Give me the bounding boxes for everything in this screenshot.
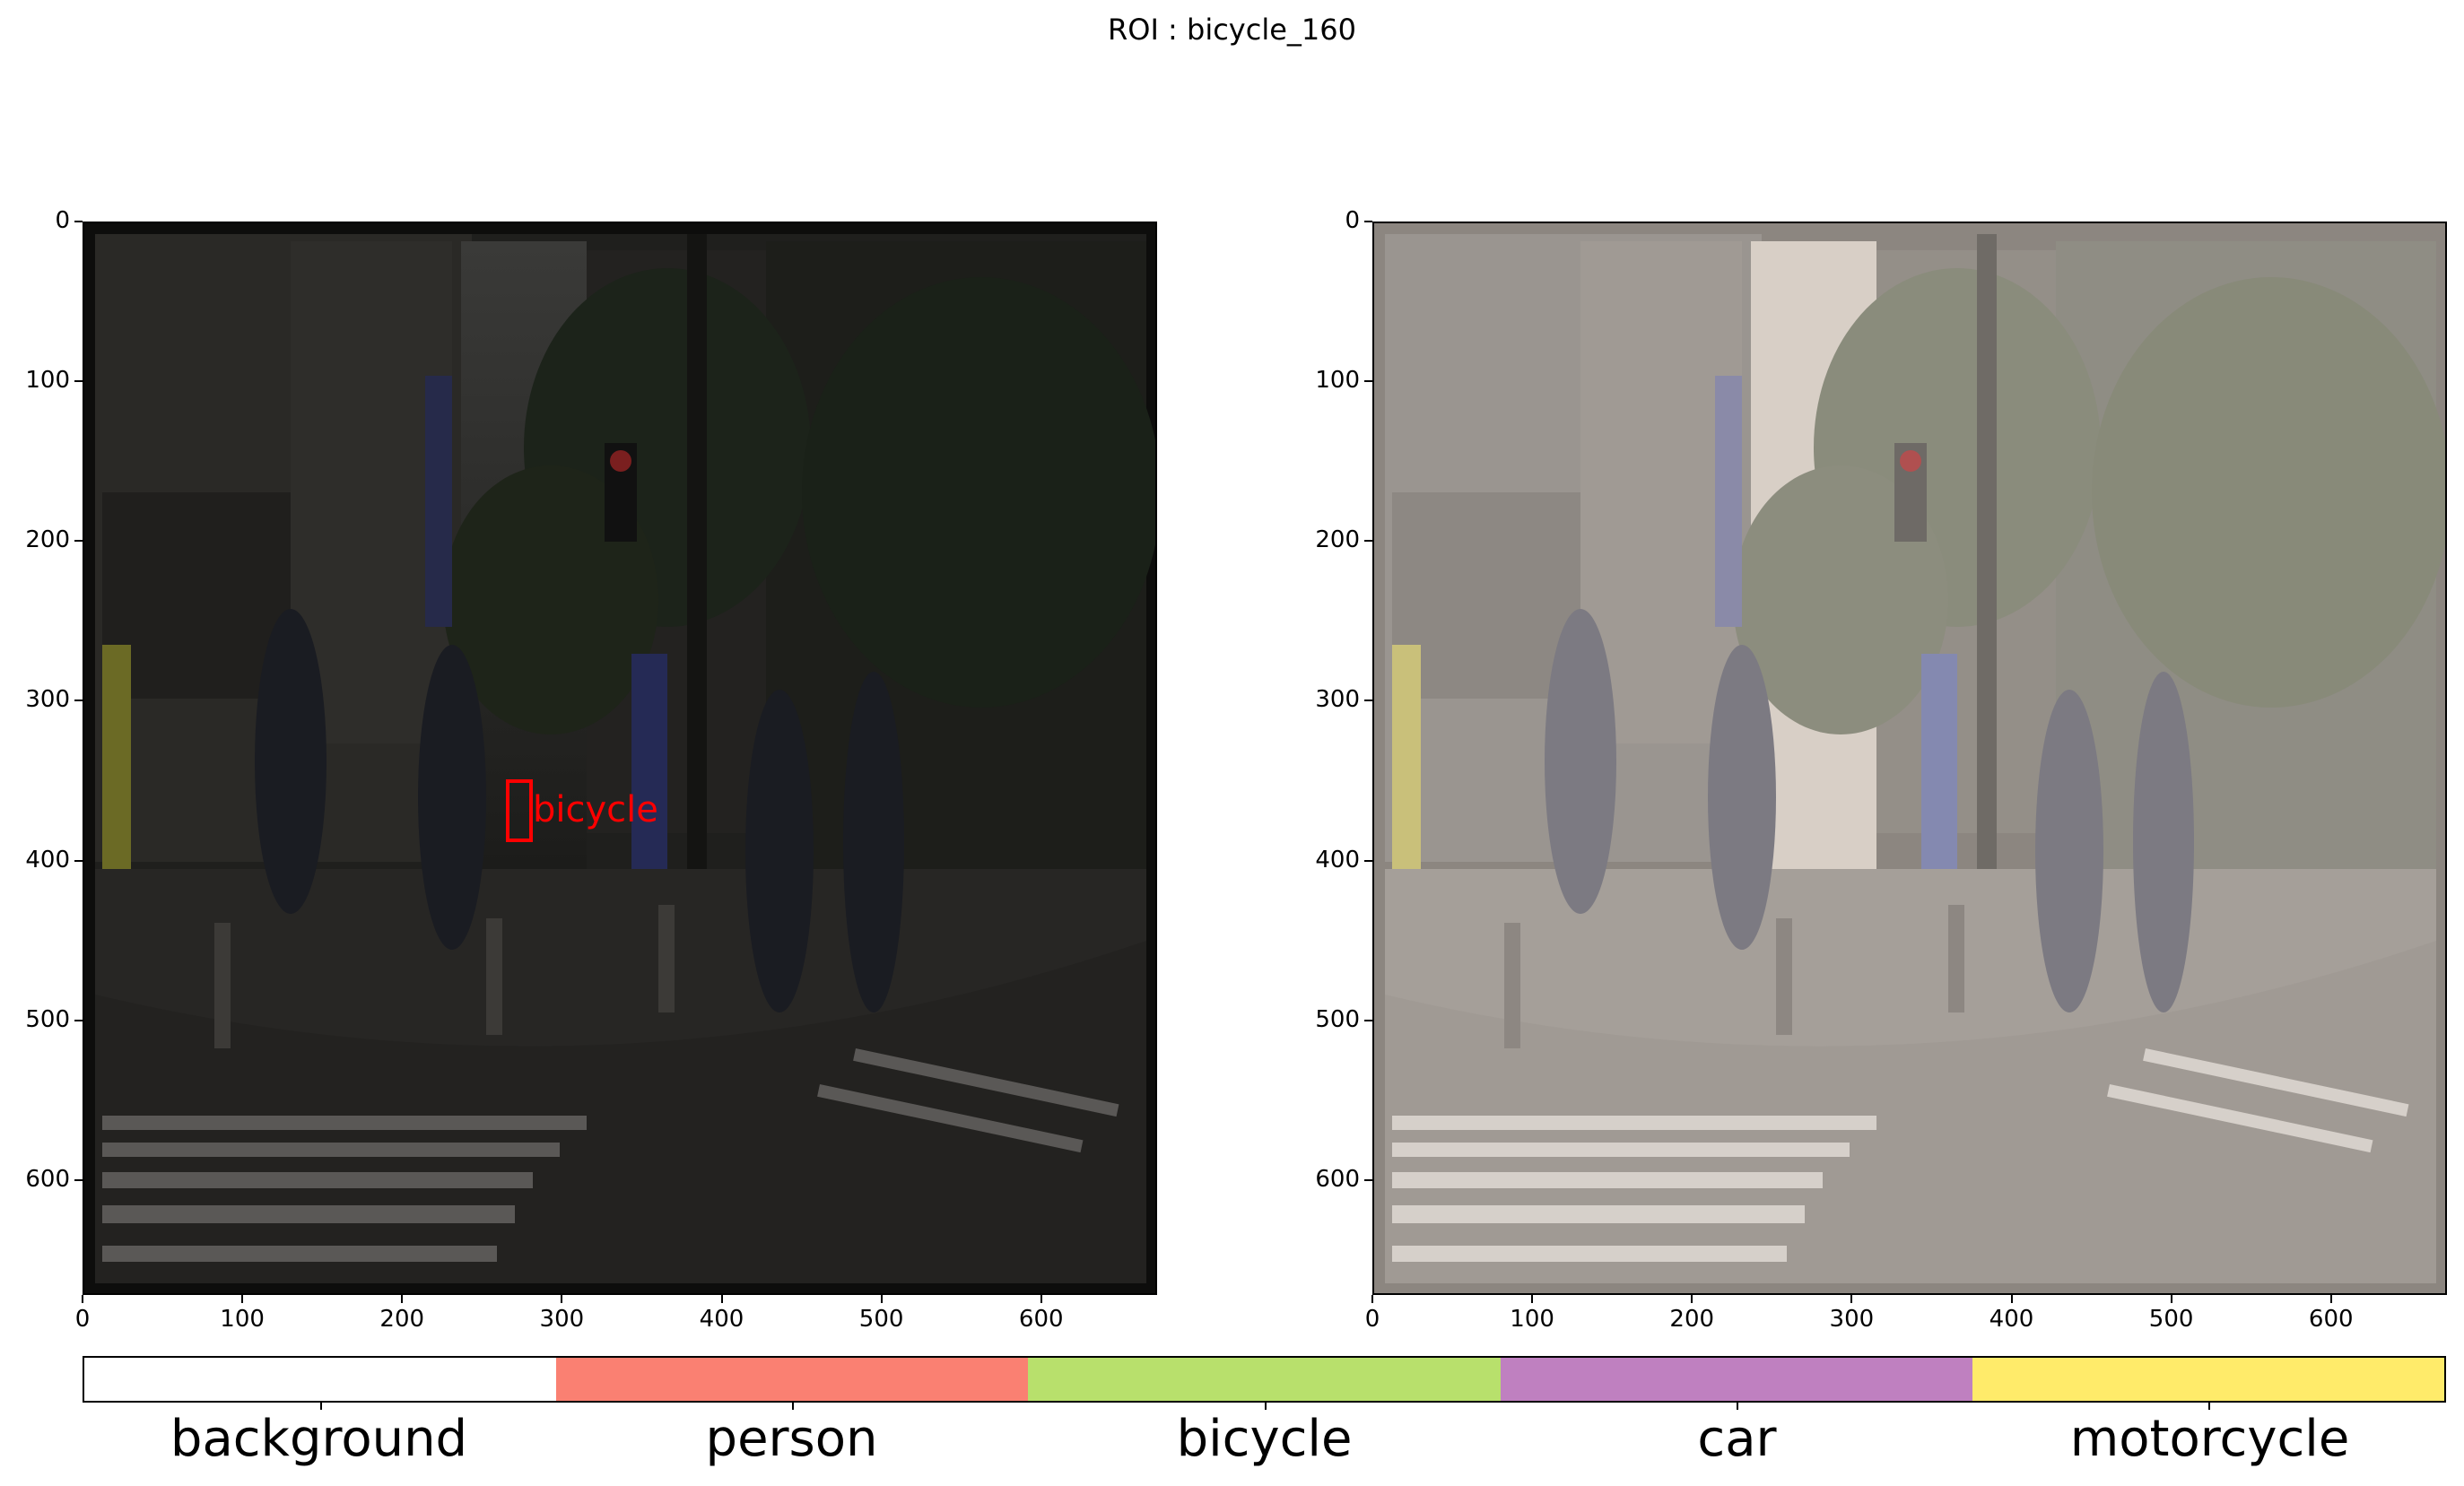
class-colorbar bbox=[83, 1356, 2446, 1410]
left-xtick-mark bbox=[880, 1295, 883, 1303]
right-ytick-label: 400 bbox=[1315, 846, 1360, 873]
right-xtick-label: 600 bbox=[2308, 1306, 2354, 1333]
right-xtick-mark bbox=[2170, 1295, 2172, 1303]
right-xtick-mark bbox=[1691, 1295, 1693, 1303]
right-ytick-label: 100 bbox=[1315, 367, 1360, 395]
left-xtick-label: 600 bbox=[1018, 1306, 1064, 1333]
left-ytick-label: 500 bbox=[25, 1005, 70, 1033]
colorbar-segment-motorcycle bbox=[1972, 1358, 2445, 1410]
left-xtick-label: 200 bbox=[379, 1306, 425, 1333]
left-ytick-label: 400 bbox=[25, 846, 70, 873]
right-xtick-label: 200 bbox=[1669, 1306, 1715, 1333]
right-ytick-mark bbox=[1364, 540, 1372, 543]
left-ytick-mark bbox=[74, 540, 83, 543]
left-xtick-label: 0 bbox=[74, 1306, 91, 1333]
left-ytick-mark bbox=[74, 1178, 83, 1181]
right-ytick-label: 200 bbox=[1315, 526, 1360, 554]
colorbar-label-motorcycle: motorcycle bbox=[2069, 1410, 2350, 1468]
left-ytick-label: 300 bbox=[25, 686, 70, 714]
right-xtick-mark bbox=[2010, 1295, 2013, 1303]
left-ytick-label: 200 bbox=[25, 526, 70, 554]
left-ytick-label: 100 bbox=[25, 367, 70, 395]
street-scene-dark: bicycle bbox=[84, 223, 1155, 1293]
left-ytick-label: 600 bbox=[25, 1165, 70, 1193]
colorbar-label-bicycle: bicycle bbox=[1176, 1410, 1353, 1468]
right-ytick-label: 300 bbox=[1315, 686, 1360, 714]
left-image-panel: bicycle bbox=[83, 222, 1157, 1295]
left-xtick-mark bbox=[1040, 1295, 1042, 1303]
colorbar-label-person: person bbox=[705, 1410, 878, 1468]
right-ytick-mark bbox=[1364, 380, 1372, 383]
left-xtick-label: 500 bbox=[858, 1306, 904, 1333]
colorbar-segment-person bbox=[556, 1358, 1029, 1410]
left-xtick-label: 100 bbox=[220, 1306, 265, 1333]
left-ytick-label: 0 bbox=[55, 207, 70, 234]
right-ytick-mark bbox=[1364, 1019, 1372, 1021]
colorbar-segment-car bbox=[1500, 1358, 1972, 1410]
left-xtick-mark bbox=[401, 1295, 404, 1303]
left-xtick-mark bbox=[241, 1295, 244, 1303]
colorbar-label-car: car bbox=[1697, 1410, 1777, 1468]
right-xtick-label: 0 bbox=[1364, 1306, 1380, 1333]
right-ytick-label: 600 bbox=[1315, 1165, 1360, 1193]
left-ytick-mark bbox=[74, 700, 83, 702]
left-xtick-label: 300 bbox=[539, 1306, 585, 1333]
left-xtick-mark bbox=[561, 1295, 563, 1303]
right-xtick-mark bbox=[1850, 1295, 1853, 1303]
left-xtick-label: 400 bbox=[699, 1306, 744, 1333]
right-xtick-mark bbox=[2329, 1295, 2332, 1303]
right-ytick-label: 0 bbox=[1345, 207, 1360, 234]
left-xtick-mark bbox=[82, 1295, 83, 1303]
bicycle-bounding-box bbox=[506, 779, 533, 842]
left-ytick-mark bbox=[74, 1019, 83, 1021]
right-ytick-label: 500 bbox=[1315, 1005, 1360, 1033]
colorbar-segment-background bbox=[84, 1358, 557, 1410]
right-xtick-label: 100 bbox=[1510, 1306, 1554, 1333]
left-ytick-mark bbox=[74, 221, 83, 222]
colorbar-label-background: background bbox=[170, 1410, 468, 1468]
right-image-panel bbox=[1372, 222, 2447, 1295]
right-xtick-label: 300 bbox=[1829, 1306, 1875, 1333]
figure-title: ROI : bicycle_160 bbox=[1108, 13, 1356, 47]
street-scene-overlay bbox=[1374, 223, 2445, 1293]
right-ytick-mark bbox=[1364, 859, 1372, 862]
left-xtick-mark bbox=[720, 1295, 723, 1303]
right-xtick-mark bbox=[1371, 1295, 1373, 1303]
right-ytick-mark bbox=[1364, 1178, 1372, 1181]
left-ytick-mark bbox=[74, 380, 83, 383]
colorbar-segment-bicycle bbox=[1028, 1358, 1501, 1410]
right-ytick-mark bbox=[1364, 700, 1372, 702]
right-xtick-label: 400 bbox=[1989, 1306, 2034, 1333]
right-xtick-label: 500 bbox=[2148, 1306, 2194, 1333]
left-ytick-mark bbox=[74, 859, 83, 862]
right-xtick-mark bbox=[1531, 1295, 1534, 1303]
bicycle-box-label: bicycle bbox=[533, 789, 658, 830]
right-ytick-mark bbox=[1364, 221, 1372, 222]
